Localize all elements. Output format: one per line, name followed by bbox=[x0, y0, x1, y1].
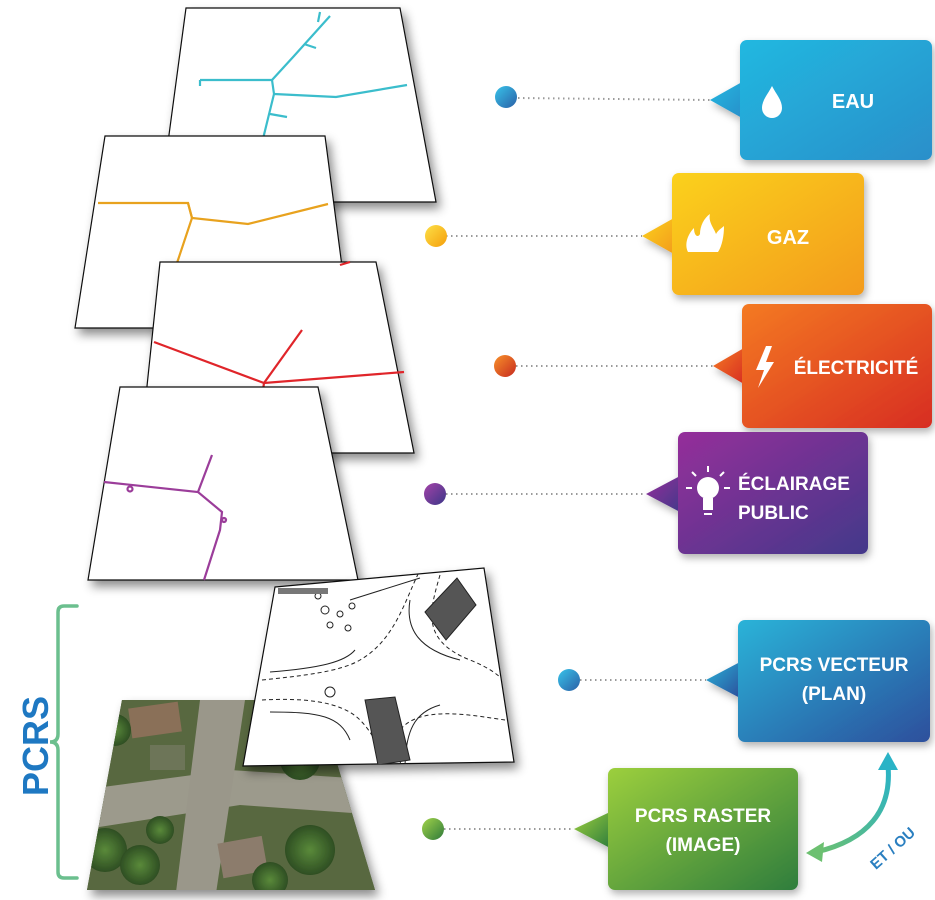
lightning-icon bbox=[756, 346, 774, 388]
pcrs-bracket-label: PCRS bbox=[15, 696, 56, 796]
callout-pcrs-raster bbox=[574, 768, 798, 890]
callout-eau bbox=[710, 40, 932, 160]
connector-dot-pcrs-vecteur bbox=[558, 669, 580, 691]
pcrs-raster-label-line2: (IMAGE) bbox=[666, 835, 741, 856]
electricite-label: ÉLECTRICITÉ bbox=[794, 357, 919, 379]
callout-pcrs-vecteur bbox=[706, 620, 930, 742]
callout-eclairage-public bbox=[646, 432, 868, 554]
light-bulb-icon bbox=[686, 466, 730, 515]
et-ou-double-arrow bbox=[806, 752, 898, 862]
public-lighting-lines bbox=[103, 454, 228, 581]
layer-sheet-eclairage-public bbox=[87, 386, 359, 581]
connector-dot-eau bbox=[495, 86, 517, 108]
eclairage-label-line1: ÉCLAIRAGE bbox=[738, 473, 850, 495]
water-drop-icon bbox=[762, 86, 782, 118]
gaz-label: GAZ bbox=[767, 227, 809, 249]
connector-dot-pcrs-raster bbox=[422, 818, 444, 840]
connector-dot-eclairage bbox=[424, 483, 446, 505]
flame-icon bbox=[686, 214, 724, 252]
connector-dot-electricite bbox=[494, 355, 516, 377]
arrow-head-up-icon bbox=[878, 752, 898, 770]
pcrs-raster-label-line1: PCRS RASTER bbox=[635, 806, 771, 827]
eclairage-label-line2: PUBLIC bbox=[738, 503, 809, 524]
et-ou-label: ET / OU bbox=[867, 824, 919, 873]
callout-gaz bbox=[642, 173, 864, 295]
pcrs-vecteur-label-line1: PCRS VECTEUR bbox=[760, 655, 909, 676]
connector-dot-gaz bbox=[425, 225, 447, 247]
layer-sheet-pcrs-vecteur bbox=[242, 567, 515, 767]
arrow-head-left-icon bbox=[806, 842, 824, 862]
pcrs-bracket bbox=[49, 604, 79, 880]
connector-lines bbox=[444, 97, 713, 830]
callout-electricite bbox=[713, 304, 932, 428]
pcrs-vecteur-label-line2: (PLAN) bbox=[802, 684, 866, 705]
eau-label: EAU bbox=[832, 91, 874, 113]
